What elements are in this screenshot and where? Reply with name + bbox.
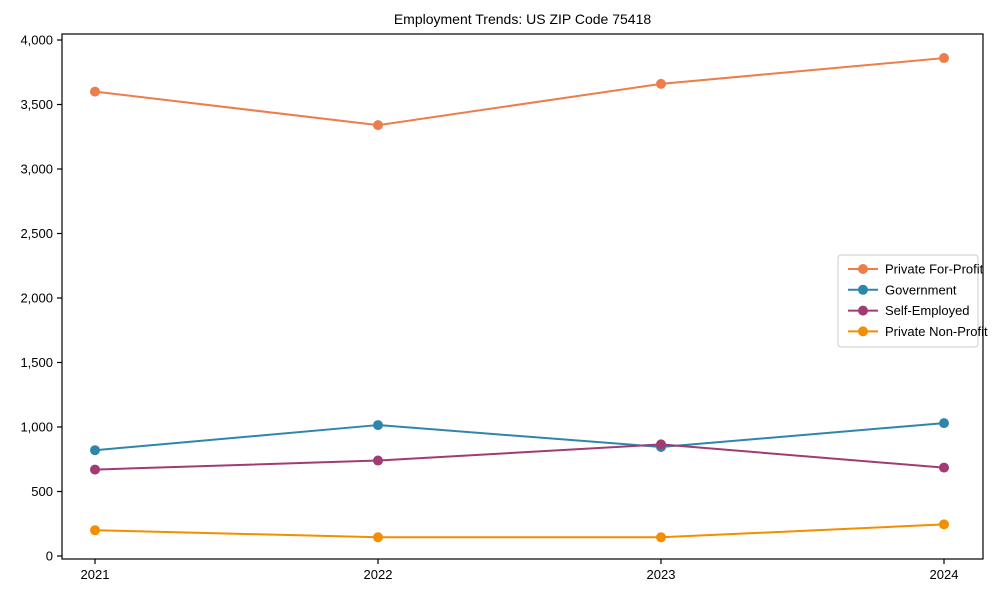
data-point-self-employed — [656, 439, 666, 450]
y-axis-tick-label: 1,000 — [20, 420, 53, 435]
legend-swatch-marker — [858, 305, 868, 316]
legend-swatch-marker — [858, 264, 868, 274]
y-axis-tick-label: 4,000 — [20, 33, 53, 48]
data-point-private-for-profit — [373, 120, 383, 131]
series-line-private-non-profit — [94, 523, 945, 539]
legend-swatch-marker — [858, 284, 868, 295]
legend-label: Self-Employed — [885, 303, 970, 318]
data-point-private-non-profit — [373, 532, 383, 543]
data-point-private-for-profit — [939, 53, 949, 64]
legend-entry-private-non-profit: Private Non-Profit — [848, 324, 988, 339]
data-point-government — [939, 418, 949, 429]
y-axis-tick-label: 1,500 — [20, 355, 53, 370]
series-line-government — [94, 422, 945, 452]
data-point-self-employed — [90, 464, 100, 475]
legend-entry-government: Government — [848, 282, 957, 297]
data-point-government — [373, 420, 383, 431]
x-axis-tick-label: 2021 — [81, 567, 110, 582]
data-point-self-employed — [939, 462, 949, 473]
x-axis-tick-label: 2022 — [364, 567, 393, 582]
legend-label: Government — [885, 282, 957, 297]
x-axis-tick-label: 2024 — [930, 567, 959, 582]
data-point-private-for-profit — [90, 86, 100, 97]
series-line-self-employed — [94, 443, 945, 471]
legend-entry-self-employed: Self-Employed — [848, 303, 970, 318]
data-point-private-for-profit — [656, 78, 666, 89]
data-point-private-non-profit — [939, 519, 949, 530]
y-axis-tick-label: 3,000 — [20, 162, 53, 177]
y-axis-tick-label: 500 — [31, 484, 53, 499]
legend-label: Private Non-Profit — [885, 324, 988, 339]
data-point-government — [90, 445, 100, 456]
legend-swatch-marker — [858, 326, 868, 337]
chart-title: Employment Trends: US ZIP Code 75418 — [393, 11, 652, 27]
y-axis-tick-label: 3,500 — [20, 97, 53, 112]
data-point-private-non-profit — [90, 525, 100, 536]
plot-area-frame — [61, 33, 984, 560]
legend-label: Private For-Profit — [885, 262, 984, 277]
legend-entry-private-for-profit: Private For-Profit — [848, 262, 984, 277]
y-axis-tick-label: 0 — [46, 549, 53, 564]
legend: Private For-Profit Government Self-Employe… — [837, 254, 988, 348]
y-axis-tick-label: 2,500 — [20, 226, 53, 241]
x-axis-tick-label: 2023 — [647, 567, 676, 582]
data-point-private-non-profit — [656, 532, 666, 543]
data-point-self-employed — [373, 455, 383, 466]
series-line-private-for-profit — [94, 57, 945, 127]
y-axis-tick-label: 2,000 — [20, 291, 53, 306]
legend-box — [837, 254, 979, 348]
